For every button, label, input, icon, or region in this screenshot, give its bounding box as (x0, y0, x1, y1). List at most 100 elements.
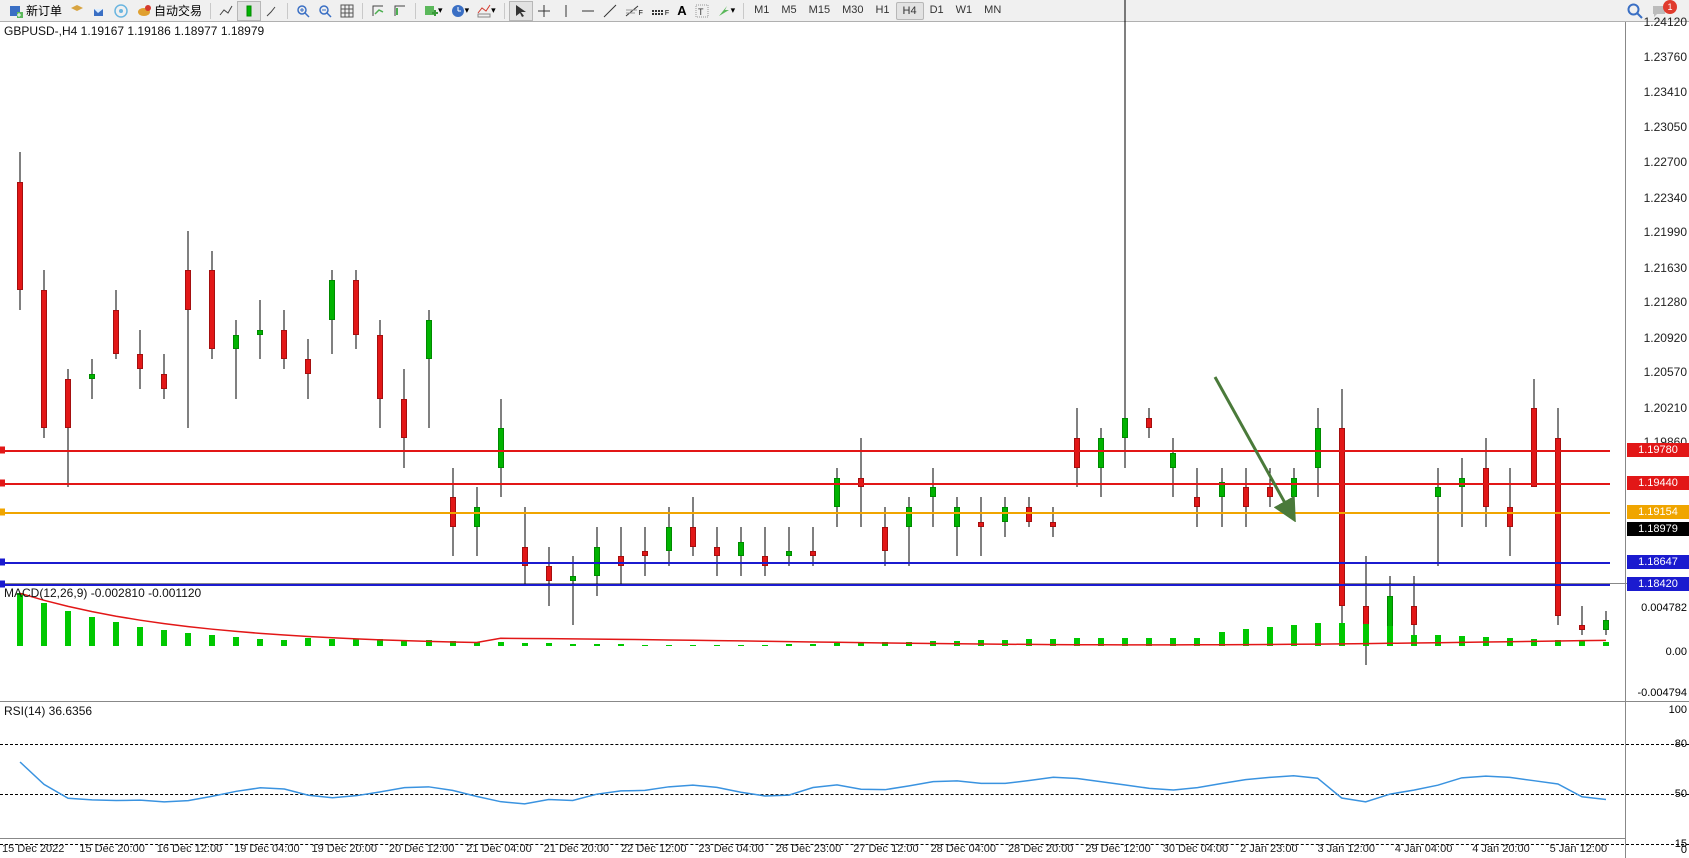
horizontal-line-handle[interactable] (0, 480, 5, 487)
horizontal-price-line[interactable] (0, 562, 1610, 564)
price-axis-tick: 1.23760 (1644, 50, 1687, 64)
horizontal-price-lines[interactable] (0, 22, 1625, 584)
date-axis-label: 30 Dec 04:00 (1163, 843, 1228, 855)
date-axis-label: 28 Dec 04:00 (931, 843, 996, 855)
date-axis-label: 23 Dec 04:00 (698, 843, 763, 855)
horizontal-price-line[interactable] (0, 584, 1610, 586)
date-axis-label: 22 Dec 12:00 (621, 843, 686, 855)
horizontal-line-icon[interactable] (577, 1, 599, 21)
horizontal-line-label: 1.19440 (1627, 476, 1689, 490)
price-axis-tick: 1.23410 (1644, 85, 1687, 99)
chart-area: GBPUSD-,H4 1.19167 1.19186 1.18977 1.189… (0, 22, 1689, 858)
svg-text:T: T (698, 7, 704, 17)
horizontal-line-label: 1.19154 (1627, 505, 1689, 519)
horizontal-price-line[interactable] (0, 512, 1610, 514)
auto-trading-icon (136, 3, 152, 19)
symbol-info-label: GBPUSD-,H4 1.19167 1.19186 1.18977 1.189… (4, 24, 264, 38)
line-chart-icon[interactable] (215, 1, 237, 21)
window-mode-icon[interactable] (367, 1, 389, 21)
mailbox-icon[interactable] (88, 1, 110, 21)
fib-icon[interactable]: F (621, 1, 647, 21)
zoom-out-icon[interactable] (314, 1, 336, 21)
tf-m1[interactable]: M1 (748, 2, 775, 20)
timeframe-group: M1 M5 M15 M30 H1 H4 D1 W1 MN (748, 2, 1007, 20)
date-axis-label: 2 Jan 23:00 (1240, 843, 1298, 855)
auto-trading-button[interactable]: 自动交易 (132, 1, 206, 21)
trend-line-icon[interactable] (599, 1, 621, 21)
clock-icon[interactable]: ▾ (447, 1, 474, 21)
connection-icon[interactable] (110, 1, 132, 21)
history-icon[interactable] (66, 1, 88, 21)
current-price-label: 1.18979 (1627, 522, 1689, 536)
date-axis-label: 28 Dec 20:00 (1008, 843, 1073, 855)
tf-h1[interactable]: H1 (869, 2, 895, 20)
new-indicator-button[interactable]: ▾ (420, 1, 447, 21)
rsi-indicator-pane[interactable]: RSI(14) 36.6356 100 80 50 15 0 (0, 702, 1689, 858)
tf-w1[interactable]: W1 (950, 2, 979, 20)
macd-header-label: MACD(12,26,9) -0.002810 -0.001120 (4, 586, 201, 600)
tf-d1[interactable]: D1 (924, 2, 950, 20)
date-axis-label: 3 Jan 12:00 (1317, 843, 1375, 855)
date-axis-label: 19 Dec 04:00 (234, 843, 299, 855)
crosshair-icon[interactable] (533, 1, 555, 21)
date-axis-label: 5 Jan 12:00 (1550, 843, 1608, 855)
price-axis-tick: 1.20920 (1644, 331, 1687, 345)
tf-m15[interactable]: M15 (803, 2, 836, 20)
price-axis-tick: 1.21990 (1644, 225, 1687, 239)
macd-signal-line[interactable] (8, 584, 1618, 702)
date-axis-label: 4 Jan 04:00 (1395, 843, 1453, 855)
tf-m30[interactable]: M30 (836, 2, 869, 20)
dotted-pattern-icon[interactable]: F (647, 1, 673, 21)
tf-h4[interactable]: H4 (896, 2, 924, 20)
date-axis-label: 26 Dec 23:00 (776, 843, 841, 855)
main-toolbar: 新订单 自动交易 ▾ ▾ ▾ F F A T ▾ M1 M5 M15 M30 H… (0, 0, 1689, 22)
horizontal-price-line[interactable] (0, 450, 1610, 452)
price-axis-tick: 1.22700 (1644, 155, 1687, 169)
date-axis[interactable]: 15 Dec 2022 15 Dec 20:00 16 Dec 12:00 19 De… (0, 838, 1625, 858)
date-axis-label: 21 Dec 04:00 (466, 843, 531, 855)
tf-m5[interactable]: M5 (775, 2, 802, 20)
new-order-icon (8, 3, 24, 19)
date-axis-label: 15 Dec 20:00 (79, 843, 144, 855)
date-axis-label: 19 Dec 20:00 (312, 843, 377, 855)
horizontal-line-handle[interactable] (0, 508, 5, 515)
price-axis-tick: 1.20570 (1644, 365, 1687, 379)
date-axis-label: 4 Jan 20:00 (1472, 843, 1530, 855)
templates-icon[interactable]: ▾ (473, 1, 500, 21)
date-axis-label: 15 Dec 2022 (2, 843, 64, 855)
new-order-button[interactable]: 新订单 (4, 1, 66, 21)
horizontal-line-handle[interactable] (0, 446, 5, 453)
grid-icon[interactable] (336, 1, 358, 21)
date-axis-label: 29 Dec 12:00 (1085, 843, 1150, 855)
rsi-axis[interactable]: 100 80 50 15 0 (1625, 702, 1689, 858)
macd-indicator-pane[interactable]: MACD(12,26,9) -0.002810 -0.001120 0.0047… (0, 584, 1689, 702)
price-axis-tick: 1.21630 (1644, 261, 1687, 275)
price-axis-tick: 1.24120 (1644, 15, 1687, 29)
text-label-icon[interactable]: A (673, 1, 690, 21)
candle-chart-icon[interactable] (261, 1, 283, 21)
date-axis-label: 21 Dec 20:00 (544, 843, 609, 855)
price-chart-pane[interactable]: GBPUSD-,H4 1.19167 1.19186 1.18977 1.189… (0, 22, 1689, 584)
trend-arrow-annotation[interactable] (1210, 372, 1300, 522)
text-box-icon[interactable]: T (691, 1, 713, 21)
zoom-in-icon[interactable] (292, 1, 314, 21)
axis-scale-icon[interactable] (389, 1, 411, 21)
auto-trading-label: 自动交易 (154, 2, 202, 19)
bar-chart-icon[interactable] (237, 1, 261, 21)
date-axis-label: 20 Dec 12:00 (389, 843, 454, 855)
tf-mn[interactable]: MN (978, 2, 1007, 20)
rsi-line-series[interactable] (8, 702, 1618, 858)
horizontal-line-label: 1.18647 (1627, 555, 1689, 569)
date-axis-label: 27 Dec 12:00 (853, 843, 918, 855)
vertical-line-icon[interactable] (555, 1, 577, 21)
notification-badge[interactable]: 1 (1663, 0, 1677, 14)
macd-axis[interactable]: 0.004782 0.00 -0.004794 (1625, 584, 1689, 701)
arrow-tools-icon[interactable]: ▾ (713, 1, 740, 21)
price-axis[interactable]: 1.24120 1.23760 1.23410 1.23050 1.22700 1.223… (1625, 22, 1689, 583)
horizontal-line-handle[interactable] (0, 558, 5, 565)
cursor-icon[interactable] (509, 1, 533, 21)
horizontal-line-label: 1.19780 (1627, 443, 1689, 457)
horizontal-price-line[interactable] (0, 483, 1610, 485)
price-axis-tick: 1.20210 (1644, 401, 1687, 415)
rsi-header-label: RSI(14) 36.6356 (4, 704, 92, 718)
